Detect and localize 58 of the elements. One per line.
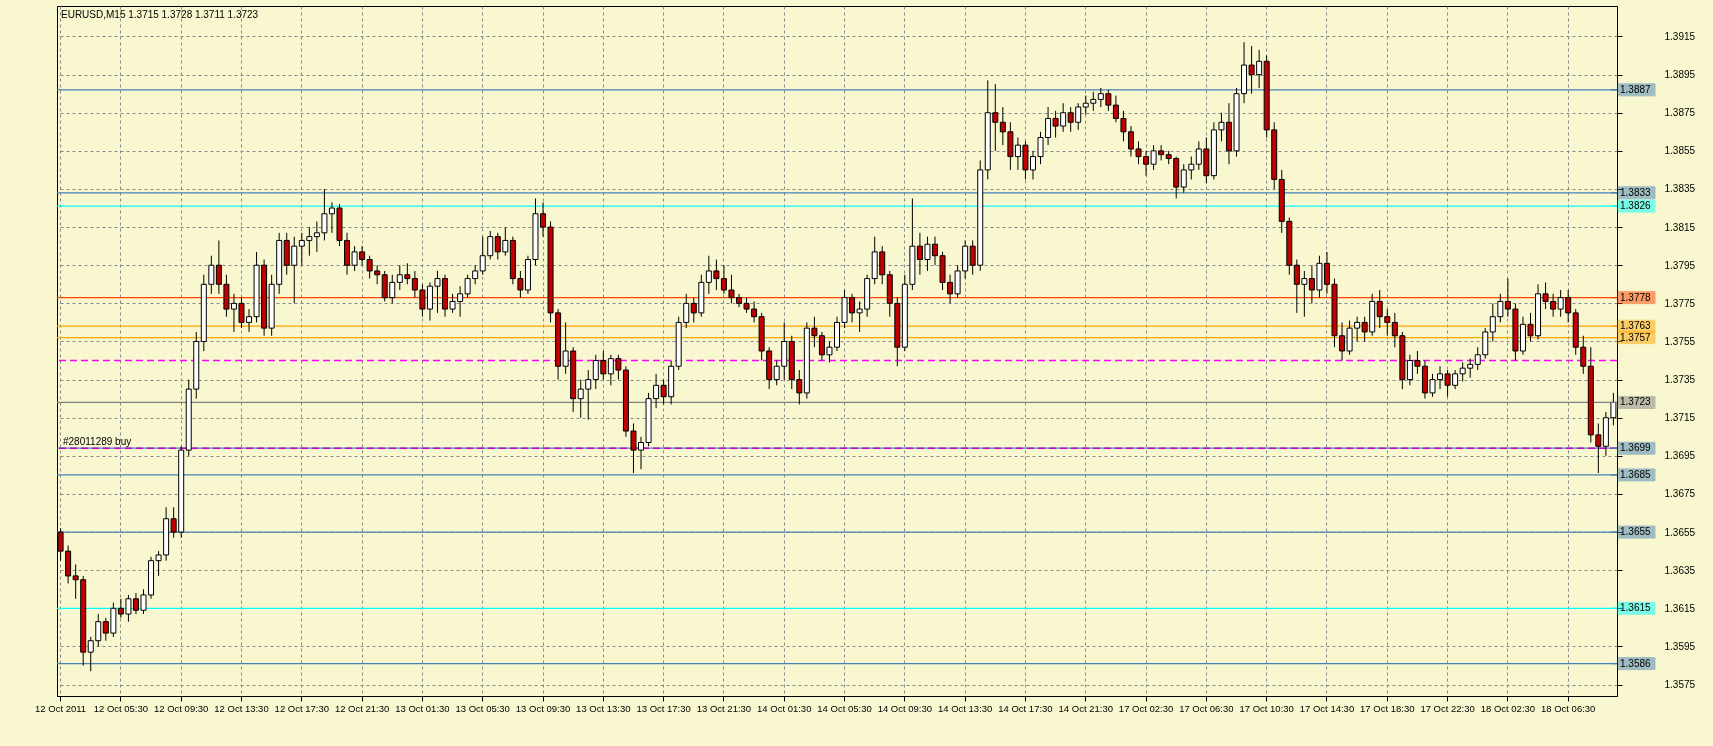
ref-line-label: 1.3723 (1620, 396, 1652, 408)
y-tick-label: 1.3595 (1664, 640, 1696, 652)
ref-line-label: 1.3685 (1620, 468, 1652, 480)
ref-line-label: 1.3778 (1620, 291, 1652, 303)
y-tick-label: 1.3875 (1664, 107, 1696, 119)
x-tick-label: 17 Oct 06:30 (1179, 702, 1234, 714)
x-tick-label: 18 Oct 02:30 (1480, 702, 1536, 714)
y-tick-label: 1.3915 (1664, 31, 1696, 42)
x-tick-label: 14 Oct 13:30 (937, 702, 993, 714)
x-tick-label: 14 Oct 09:30 (877, 702, 933, 714)
y-tick-label: 1.3695 (1664, 450, 1696, 462)
y-tick-label: 1.3795 (1664, 259, 1696, 271)
y-tick-label: 1.3735 (1664, 374, 1696, 386)
ref-line-label: 1.3655 (1620, 526, 1652, 538)
x-tick-label: 17 Oct 14:30 (1299, 702, 1355, 714)
x-tick-label: 13 Oct 13:30 (576, 702, 631, 714)
chart-title: EURUSD,M15 1.3715 1.3728 1.3711 1.3723 (61, 9, 259, 20)
ref-line-label: 1.3615 (1620, 602, 1652, 614)
x-tick-label: 13 Oct 05:30 (455, 702, 510, 714)
x-tick-label: 13 Oct 21:30 (696, 702, 752, 714)
y-tick-label: 1.3835 (1664, 183, 1696, 195)
x-tick-label: 13 Oct 09:30 (515, 702, 571, 714)
x-tick-label: 12 Oct 05:30 (93, 702, 149, 714)
ref-line-label: 1.3887 (1620, 83, 1652, 95)
x-tick-label: 12 Oct 21:30 (334, 702, 390, 714)
y-tick-label: 1.3635 (1664, 564, 1696, 576)
x-tick-label: 17 Oct 18:30 (1360, 702, 1415, 714)
x-tick-label: 12 Oct 09:30 (153, 702, 209, 714)
ref-line-label: #28011289 buy (63, 436, 132, 448)
ref-line-label: 1.3826 (1620, 200, 1652, 212)
x-tick-label: 14 Oct 21:30 (1058, 702, 1113, 714)
y-tick-label: 1.3775 (1664, 297, 1696, 309)
x-tick-label: 18 Oct 06:30 (1540, 702, 1596, 714)
x-tick-label: 13 Oct 01:30 (395, 702, 450, 714)
y-tick-label: 1.3655 (1664, 526, 1696, 538)
x-tick-label: 12 Oct 17:30 (274, 702, 329, 714)
y-tick-label: 1.3855 (1664, 145, 1696, 157)
x-tick-label: 14 Oct 05:30 (817, 702, 872, 714)
y-tick-label: 1.3575 (1664, 679, 1696, 691)
y-tick-label: 1.3615 (1664, 602, 1696, 614)
ref-line-label: 1.3757 (1620, 331, 1652, 343)
y-tick-label: 1.3815 (1664, 221, 1696, 233)
x-tick-label: 17 Oct 22:30 (1420, 702, 1475, 714)
x-tick-label: 17 Oct 02:30 (1118, 702, 1174, 714)
y-tick-label: 1.3675 (1664, 488, 1696, 500)
x-tick-label: 12 Oct 2011 (35, 702, 87, 714)
ref-line-label: 1.3586 (1620, 657, 1652, 669)
x-tick-label: 13 Oct 17:30 (636, 702, 691, 714)
y-tick-label: 1.3895 (1664, 69, 1696, 81)
y-tick-label: 1.3715 (1664, 412, 1696, 424)
ref-line-label: 1.3699 (1620, 442, 1652, 454)
x-tick-label: 14 Oct 01:30 (757, 702, 812, 714)
ref-line-label: 1.3763 (1620, 320, 1652, 332)
ref-line-label: 1.3833 (1620, 186, 1652, 198)
x-tick-label: 17 Oct 10:30 (1239, 702, 1294, 714)
y-tick-label: 1.3755 (1664, 335, 1696, 347)
x-tick-label: 14 Oct 17:30 (998, 702, 1053, 714)
x-tick-label: 12 Oct 13:30 (214, 702, 269, 714)
